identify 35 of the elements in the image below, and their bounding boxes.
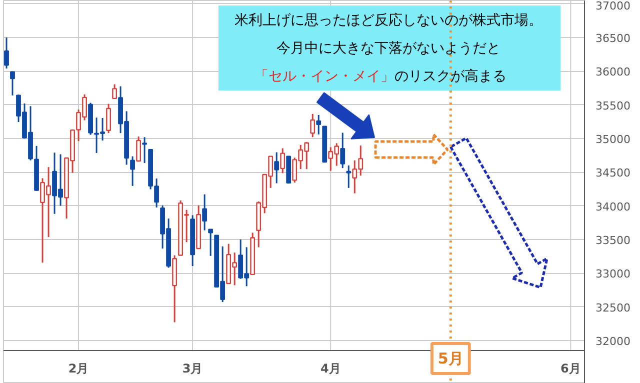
x-tick-label: 2月 — [68, 362, 89, 376]
candlestick — [136, 136, 142, 162]
y-tick-label: 33000 — [596, 268, 630, 281]
y-tick-label: 37000 — [596, 0, 630, 12]
annotation: のリスクが高まる — [394, 68, 506, 84]
candlestick — [340, 132, 346, 169]
candlestick — [208, 228, 214, 257]
annotation: 米利上げに思ったほど反応しないのが株式市場。 — [234, 12, 542, 28]
candlestick — [274, 152, 280, 184]
x-tick-label: 4月 — [320, 362, 341, 376]
candlestick — [316, 114, 322, 136]
candlestick — [142, 136, 148, 164]
y-tick-label: 32000 — [596, 334, 630, 348]
candlestick — [202, 194, 208, 232]
y-tick-label: 35000 — [596, 132, 630, 146]
y-tick-label: 36500 — [596, 32, 630, 46]
y-tick-label: 34500 — [596, 166, 630, 180]
candlestick — [106, 103, 111, 134]
candlestick — [130, 156, 136, 187]
annotation: 「セル・イン・メイ」 — [254, 68, 394, 84]
x-tick-label: 5月 — [438, 350, 464, 368]
y-tick-label: 36000 — [596, 66, 630, 79]
candlestick — [280, 147, 286, 174]
candlestick — [310, 113, 316, 138]
x-tick-label: 3月 — [182, 362, 203, 376]
y-tick-label: 32500 — [596, 301, 630, 314]
y-tick-label: 35500 — [596, 99, 630, 112]
candlestick — [10, 71, 15, 96]
candlestick — [4, 36, 9, 70]
candlestick — [112, 84, 117, 100]
y-tick-label: 34000 — [596, 200, 630, 214]
annotation: 今月中に大きな下落がないようだと — [276, 40, 500, 56]
y-tick-label: 33500 — [596, 234, 630, 247]
x-tick-label: 6月 — [560, 362, 581, 376]
candlestick — [346, 164, 352, 189]
